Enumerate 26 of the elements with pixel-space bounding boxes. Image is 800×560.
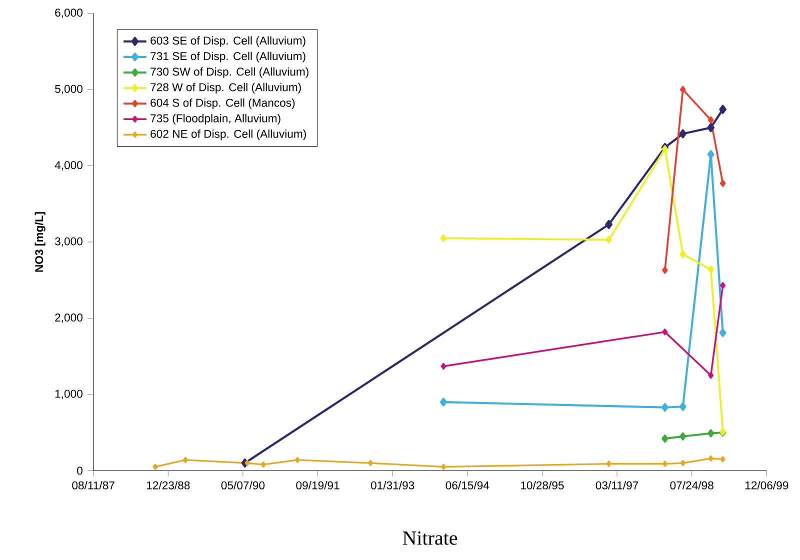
legend-label: 602 NE of Disp. Cell (Alluvium) bbox=[150, 130, 306, 140]
text: Nitrate bbox=[402, 531, 458, 545]
legend-label: 728 W of Disp. Cell (Alluvium) bbox=[150, 82, 301, 94]
legend-label: 735 (Floodplain, Alluvium) bbox=[150, 114, 280, 125]
x-tick-label: 06/15/94 bbox=[446, 481, 490, 490]
y-tick-label: 5,000 bbox=[55, 84, 82, 94]
x-tick-label: 09/19/91 bbox=[296, 481, 340, 490]
x-tick-label: 12/23/88 bbox=[146, 481, 190, 490]
x-tick-label: 07/24/98 bbox=[670, 481, 714, 490]
x-tick-label: 03/11/97 bbox=[596, 481, 638, 490]
x-tick-label: 08/11/87 bbox=[72, 481, 114, 490]
x-tick-label: 10/28/95 bbox=[521, 481, 564, 490]
y-tick-label: 1,000 bbox=[55, 390, 82, 400]
y-tick-label: 0 bbox=[77, 466, 82, 475]
y-tick-label: 2,000 bbox=[55, 314, 82, 323]
legend-label: 731 SE of Disp. Cell (Alluvium) bbox=[150, 52, 306, 62]
x-tick-label: 01/31/93 bbox=[370, 481, 414, 490]
x-tick-label: 05/07/90 bbox=[221, 481, 265, 490]
legend-label: 603 SE of Disp. Cell (Alluvium) bbox=[150, 36, 306, 47]
legend-label: 730 SW of Disp. Cell (Alluvium) bbox=[150, 67, 308, 78]
legend-label: 604 S of Disp. Cell (Mancos) bbox=[150, 98, 295, 110]
y-tick-label: 6,000 bbox=[55, 8, 82, 18]
y-tick-label: 4,000 bbox=[54, 161, 82, 170]
y-tick-label: 3,000 bbox=[55, 237, 82, 247]
x-tick-label: 12/06/99 bbox=[745, 481, 788, 490]
y-axis-title: NO3 [mg/L] bbox=[34, 212, 46, 272]
